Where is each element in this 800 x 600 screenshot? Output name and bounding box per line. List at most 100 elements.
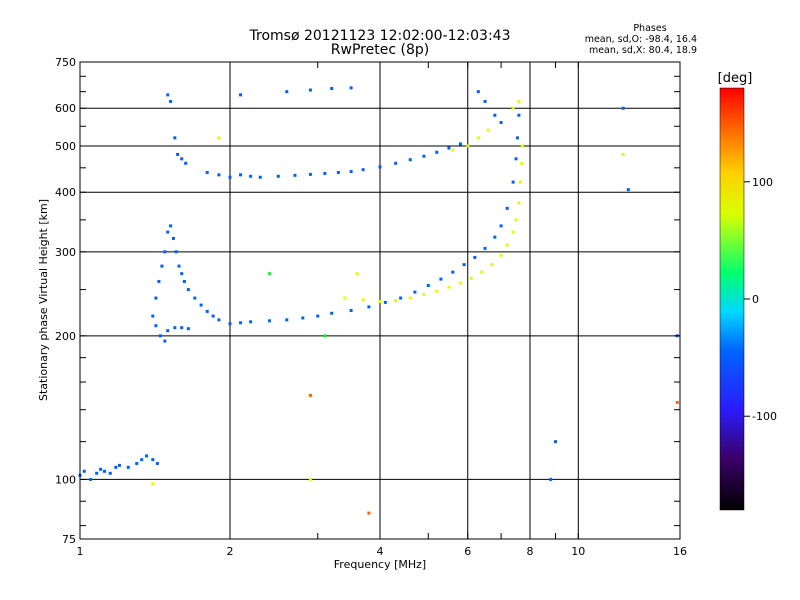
data-point <box>505 243 509 247</box>
data-point <box>466 144 470 148</box>
x-tick-label: 1 <box>77 545 84 558</box>
data-point <box>330 311 334 315</box>
data-point <box>163 250 167 254</box>
data-point <box>308 88 312 92</box>
data-point <box>308 172 312 176</box>
data-point <box>180 326 184 330</box>
data-point <box>135 461 139 465</box>
data-point <box>151 482 155 486</box>
chart-title: Tromsø 20121123 12:02:00-12:03:43 <box>249 28 511 44</box>
data-point <box>515 136 519 140</box>
data-point <box>493 235 497 239</box>
data-point <box>435 289 439 293</box>
data-point <box>483 99 487 103</box>
data-point <box>239 93 243 97</box>
y-tick-label: 200 <box>55 330 76 343</box>
data-point <box>239 321 243 325</box>
data-point <box>383 300 387 304</box>
data-point <box>184 161 188 165</box>
data-point <box>217 136 221 140</box>
data-point <box>217 173 221 177</box>
data-point <box>511 230 515 234</box>
x-tick-label: 10 <box>571 545 585 558</box>
colorbar <box>719 87 745 511</box>
y-tick-label: 500 <box>55 140 76 153</box>
data-point <box>493 113 497 117</box>
data-point <box>473 255 477 259</box>
data-point <box>205 309 209 313</box>
data-point <box>349 308 353 312</box>
data-point <box>140 458 144 462</box>
data-point <box>154 324 158 328</box>
data-point <box>451 148 455 152</box>
data-point <box>626 188 630 192</box>
data-point <box>422 154 426 158</box>
data-point <box>151 314 155 318</box>
y-tick-label: 300 <box>55 246 76 259</box>
data-point <box>193 296 197 300</box>
data-point <box>330 86 334 90</box>
data-point <box>166 329 170 333</box>
x-tick-label: 4 <box>377 545 384 558</box>
data-point <box>349 86 353 90</box>
data-point <box>99 467 103 471</box>
y-tick-label: 75 <box>62 533 76 546</box>
data-point <box>476 136 480 140</box>
y-axis-ticks: 75 100 200 300 400 500 600 750 <box>55 56 680 546</box>
x-tick-label: 6 <box>464 545 471 558</box>
chart-subtitle: RwPretec (8p) <box>331 42 429 58</box>
data-point <box>435 150 439 154</box>
data-point <box>486 128 490 132</box>
data-point <box>108 471 112 475</box>
data-point <box>173 136 177 140</box>
data-point <box>499 253 503 257</box>
colorbar-ticks: 100 0 -100 <box>744 176 777 423</box>
data-point <box>490 263 494 267</box>
data-point <box>316 314 320 318</box>
data-point <box>182 279 186 283</box>
data-point <box>117 463 121 467</box>
data-point <box>163 339 167 343</box>
data-point <box>378 165 382 169</box>
data-point <box>447 146 451 150</box>
data-point <box>151 458 155 462</box>
data-point <box>378 300 382 304</box>
y-tick-label: 100 <box>55 473 76 486</box>
data-point <box>249 174 253 178</box>
data-point <box>293 173 297 177</box>
data-point <box>462 263 466 267</box>
data-point <box>103 469 107 473</box>
colorbar-tick-label: 100 <box>752 176 773 189</box>
data-point <box>511 180 515 184</box>
data-point <box>258 175 262 179</box>
colorbar-tick-label: -100 <box>752 410 777 423</box>
data-point <box>176 152 180 156</box>
data-point <box>399 296 403 300</box>
data-point <box>126 465 130 469</box>
data-point <box>518 180 522 184</box>
data-point <box>285 318 289 322</box>
data-point <box>447 285 451 289</box>
data-point <box>82 469 86 473</box>
data-point <box>180 272 184 276</box>
data-point <box>520 144 524 148</box>
data-point <box>469 276 473 280</box>
data-point <box>451 270 455 274</box>
data-point <box>174 250 178 254</box>
data-point <box>160 264 164 268</box>
data-point <box>157 279 161 283</box>
y-tick-label: 400 <box>55 186 76 199</box>
y-axis-label: Stationary phase Virtual Height [km] <box>37 199 50 401</box>
data-point <box>169 224 173 228</box>
data-point <box>166 93 170 97</box>
data-point <box>517 201 521 205</box>
y-tick-label: 750 <box>55 56 76 69</box>
data-point <box>413 290 417 294</box>
data-point <box>173 326 177 330</box>
data-point <box>367 305 371 309</box>
x-tick-label: 16 <box>673 545 687 558</box>
data-point <box>145 454 149 458</box>
x-axis-label: Frequency [MHz] <box>334 558 426 571</box>
data-point <box>285 90 289 94</box>
colorbar-tick-label: 0 <box>752 293 759 306</box>
